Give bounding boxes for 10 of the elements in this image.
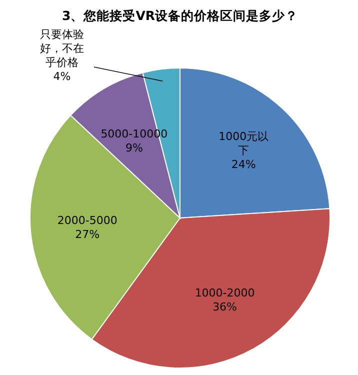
chart-title: 3、您能接受VR设备的价格区间是多少？: [62, 8, 298, 23]
data-label: 9%: [125, 142, 143, 155]
slice-label: 1000-2000: [194, 286, 255, 300]
data-label: 36%: [212, 300, 238, 314]
slice-label: 1000元以下: [218, 130, 269, 158]
slice-label: 2000-5000: [57, 214, 118, 227]
data-label: 27%: [75, 228, 100, 241]
data-label: 4%: [53, 70, 71, 83]
slice-label: 只要体验好，不在乎价格: [40, 28, 84, 69]
data-label: 24%: [231, 158, 256, 172]
